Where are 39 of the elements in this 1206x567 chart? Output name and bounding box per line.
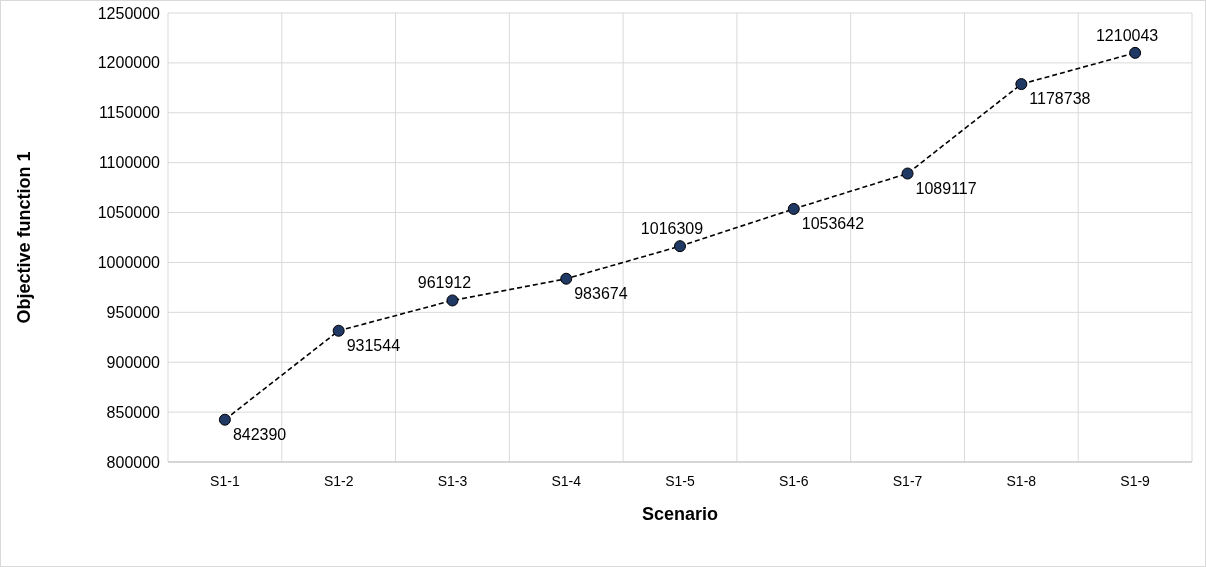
point [787,202,800,215]
data-label: 1089117 [915,179,977,197]
point [560,272,573,285]
y-tick-label: 1250000 [97,4,161,22]
data-label: 1016309 [640,220,704,238]
x-tick-label: S1-4 [551,473,582,489]
data-label: 983674 [574,284,628,302]
point [332,324,345,337]
x-tick-label: S1-9 [1120,473,1151,489]
y-axis-title: Objective function 1 [14,151,34,324]
data-label: 1053642 [801,214,865,232]
point [1015,78,1028,91]
x-tick-label: S1-7 [892,473,923,489]
y-tick-label: 1000000 [97,254,161,272]
x-axis-title: Scenario [641,504,719,524]
point [1129,46,1142,59]
data-label: 931544 [346,336,401,354]
data-label: 1178738 [1029,90,1091,108]
y-tick-label: 900000 [106,353,161,371]
x-tick-label: S1-2 [323,473,354,489]
x-tick-label: S1-6 [778,473,809,489]
point [901,167,914,180]
point [446,294,459,307]
data-label: 1210043 [1095,26,1159,44]
y-tick-label: 950000 [106,303,161,321]
y-tick-label: 1200000 [97,54,161,72]
y-tick-label: 1150000 [98,104,161,122]
x-tick-label: S1-8 [1006,473,1037,489]
point [674,240,686,253]
y-tick-label: 1100000 [98,154,161,172]
y-tick-label: 850000 [106,403,161,421]
data-label: 842390 [232,425,287,443]
x-tick-label: S1-1 [210,473,240,489]
point [218,413,231,426]
x-tick-label: S1-3 [437,473,468,489]
y-tick-label: 1050000 [97,204,161,222]
y-tick-label: 800000 [106,453,161,471]
x-tick-label: S1-5 [665,473,695,489]
data-label: 961912 [417,274,472,292]
